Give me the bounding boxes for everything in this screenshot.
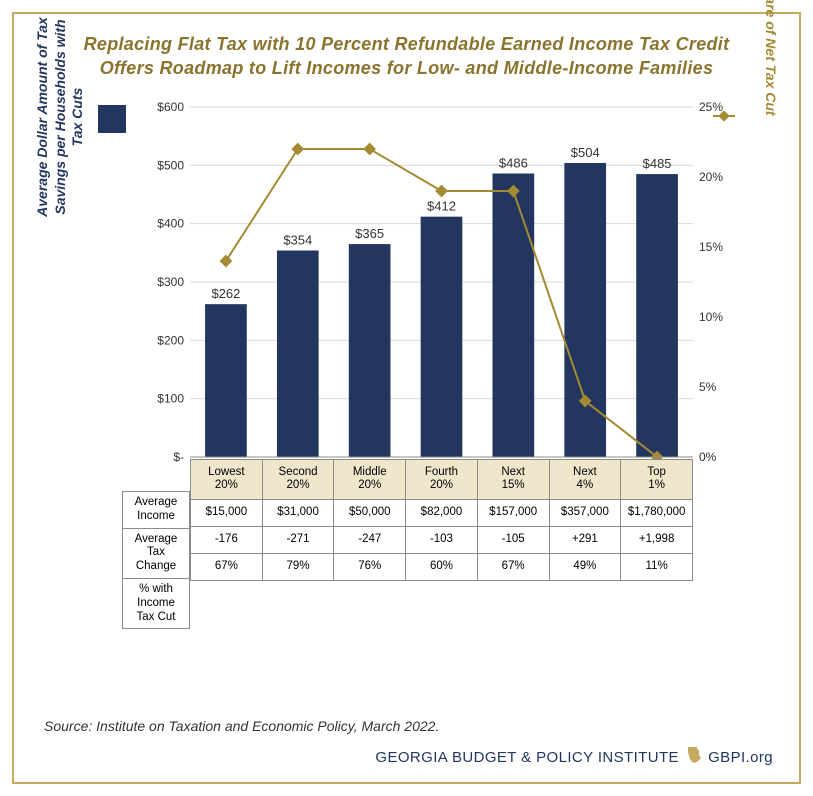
bar — [636, 174, 678, 457]
table-cell: $82,000 — [406, 500, 478, 527]
table-cell: 11% — [621, 553, 693, 580]
row-header-cell: % withIncomeTax Cut — [123, 579, 190, 629]
table-row: -176-271-247-103-105+291+1,998 — [191, 526, 693, 553]
svg-text:10%: 10% — [699, 310, 723, 324]
row-header-cell: AverageTaxChange — [123, 528, 190, 578]
data-table: Lowest20%Second20%Middle20%Fourth20%Next… — [190, 459, 693, 581]
svg-text:$504: $504 — [571, 145, 600, 160]
svg-text:$200: $200 — [157, 333, 184, 347]
line-marker — [435, 184, 448, 197]
table-cell: -247 — [334, 526, 406, 553]
legend-line-swatch — [713, 115, 735, 117]
table-cell: 67% — [191, 553, 263, 580]
bar — [277, 250, 319, 457]
table-cell: 49% — [549, 553, 621, 580]
table-cell: 60% — [406, 553, 478, 580]
table-row: 67%79%76%60%67%49%11% — [191, 553, 693, 580]
table-cell: -105 — [477, 526, 549, 553]
table-cell: -103 — [406, 526, 478, 553]
svg-text:0%: 0% — [699, 450, 717, 464]
page: Replacing Flat Tax with 10 Percent Refun… — [0, 0, 813, 796]
table-cell: $357,000 — [549, 500, 621, 527]
georgia-state-icon — [686, 746, 702, 768]
table-cell: $1,780,000 — [621, 500, 693, 527]
svg-text:25%: 25% — [699, 100, 723, 114]
svg-text:$500: $500 — [157, 158, 184, 172]
table-header-cell: Next4% — [549, 459, 621, 500]
source-citation: Source: Institute on Taxation and Econom… — [44, 718, 439, 734]
footer-org: GEORGIA BUDGET & POLICY INSTITUTE — [375, 749, 679, 766]
table-cell: $15,000 — [191, 500, 263, 527]
line-marker — [220, 254, 233, 267]
table-cell: 76% — [334, 553, 406, 580]
svg-text:$262: $262 — [211, 286, 240, 301]
table-header-cell: Lowest20% — [191, 459, 263, 500]
table-cell: -176 — [191, 526, 263, 553]
svg-text:15%: 15% — [699, 240, 723, 254]
line-marker — [363, 142, 376, 155]
table-header-cell: Top1% — [621, 459, 693, 500]
chart-plot: $-$100$200$300$400$500$6000%5%10%15%20%2… — [190, 87, 693, 457]
chart-title: Replacing Flat Tax with 10 Percent Refun… — [60, 32, 753, 81]
svg-text:$100: $100 — [157, 391, 184, 405]
table-cell: 67% — [477, 553, 549, 580]
bar — [205, 304, 247, 457]
line-marker — [291, 142, 304, 155]
svg-text:$485: $485 — [643, 156, 672, 171]
svg-text:$600: $600 — [157, 100, 184, 114]
table-cell: $50,000 — [334, 500, 406, 527]
legend-bar-swatch — [98, 105, 126, 133]
table-cell: 79% — [262, 553, 334, 580]
svg-text:$486: $486 — [499, 155, 528, 170]
table-cell: +291 — [549, 526, 621, 553]
footer: GEORGIA BUDGET & POLICY INSTITUTE GBPI.o… — [375, 746, 773, 768]
table-cell: -271 — [262, 526, 334, 553]
svg-text:20%: 20% — [699, 170, 723, 184]
table-row-headers: AverageIncomeAverageTaxChange% withIncom… — [122, 459, 190, 630]
table-header-cell: Second20% — [262, 459, 334, 500]
table-cell: $157,000 — [477, 500, 549, 527]
svg-text:$400: $400 — [157, 216, 184, 230]
footer-site: GBPI.org — [708, 749, 773, 766]
chart-frame: Replacing Flat Tax with 10 Percent Refun… — [12, 12, 801, 784]
bar — [349, 244, 391, 457]
svg-text:$300: $300 — [157, 275, 184, 289]
svg-text:$354: $354 — [283, 232, 312, 247]
chart-area: Average Dollar Amount of Tax Savings per… — [40, 87, 773, 647]
bar — [421, 216, 463, 456]
table-header-cell: Fourth20% — [406, 459, 478, 500]
table-header-cell: Middle20% — [334, 459, 406, 500]
y-right-axis-label: Share of Net Tax Cut — [762, 0, 780, 147]
table-header-cell: Next15% — [477, 459, 549, 500]
svg-text:5%: 5% — [699, 380, 717, 394]
table-cell: $31,000 — [262, 500, 334, 527]
bar — [493, 173, 535, 457]
svg-text:$412: $412 — [427, 198, 456, 213]
row-header-cell: AverageIncome — [123, 492, 190, 529]
svg-text:$365: $365 — [355, 226, 384, 241]
table-row: $15,000$31,000$50,000$82,000$157,000$357… — [191, 500, 693, 527]
table-cell: +1,998 — [621, 526, 693, 553]
y-left-axis-label: Average Dollar Amount of Tax Savings per… — [34, 0, 87, 277]
